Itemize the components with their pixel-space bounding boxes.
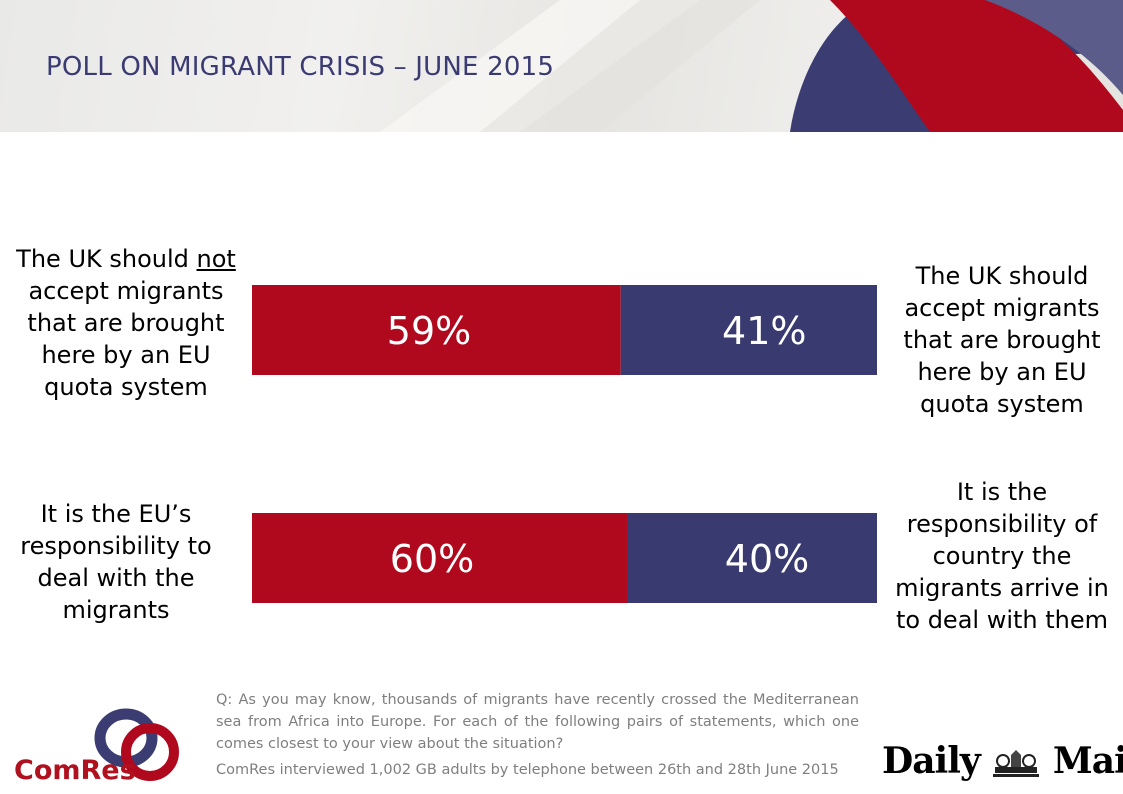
crest-icon	[993, 750, 1040, 777]
row1-right-statement: The UK should accept migrants that are b…	[903, 262, 1101, 418]
row1-right-bar	[620, 285, 877, 375]
row1-left-value-label: 59%	[387, 309, 471, 353]
row2-left-statement: It is the EU’s responsibility to deal wi…	[20, 500, 212, 624]
row2-left-value-label: 60%	[390, 537, 474, 581]
row1-left-part3: accept migrants that are brought here by…	[27, 277, 225, 401]
daily-mail-right-text: Mail	[1052, 740, 1123, 782]
header-decoration	[380, 0, 1123, 132]
row1-left-emphasis: not	[196, 245, 236, 273]
row2-right-statement: It is the responsibility of country the …	[895, 478, 1109, 634]
row1-right-value-label: 41%	[722, 309, 806, 353]
row1-left-statement: The UK should not accept migrants that a…	[10, 243, 242, 403]
row1-left-bar	[252, 285, 621, 375]
comres-logo-icon	[94, 708, 179, 781]
row1-left-part1: The UK should	[16, 245, 197, 273]
row2-right-bar	[627, 513, 877, 603]
header-banner: POLL ON MIGRANT CRISIS – JUNE 2015	[0, 0, 1123, 132]
comres-logo-text: ComRes	[14, 755, 136, 786]
row2-left-bar	[252, 513, 627, 603]
page-title: POLL ON MIGRANT CRISIS – JUNE 2015	[46, 52, 555, 82]
stacked-bar-chart: 59% 41% 60% 40%	[252, 285, 877, 603]
row2-right-value-label: 40%	[725, 537, 809, 581]
daily-mail-left-text: Daily	[882, 740, 981, 782]
survey-footnote: ComRes interviewed 1,002 GB adults by te…	[216, 762, 839, 778]
survey-question: Q: As you may know, thousands of migrant…	[216, 692, 859, 752]
daily-mail-logo: Daily Mail	[882, 740, 1123, 782]
